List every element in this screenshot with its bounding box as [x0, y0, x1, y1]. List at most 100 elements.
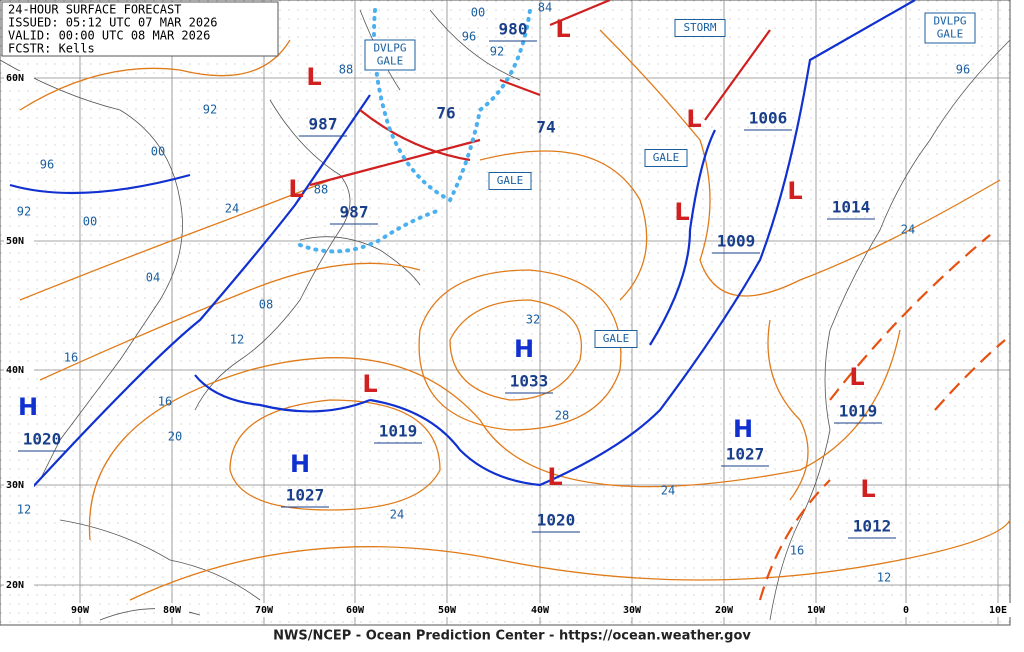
header-line: VALID: 00:00 UTC 08 MAR 2026	[8, 29, 210, 43]
isobar-label: 28	[555, 409, 569, 423]
isobar-label: 16	[64, 351, 78, 365]
high-symbol: H	[733, 415, 753, 443]
warning-box	[674, 19, 726, 37]
low-symbol: L	[849, 363, 864, 391]
labels: 60N 50N 40N 30N 20N 90W 80W 70W 60W 50W 40W 30W 20W 1…	[4, 1, 1015, 617]
isobar-label: 00	[151, 145, 165, 159]
center-pressure: 1033	[510, 372, 549, 391]
isobar-label: 24	[901, 223, 915, 237]
lon-label: 20W	[715, 605, 734, 616]
footer: NWS/NCEP - Ocean Prediction Center - htt…	[273, 629, 751, 644]
lat-label-bg	[4, 234, 34, 248]
isobar-label: 04	[146, 271, 160, 285]
isobar-label: 12	[877, 571, 891, 585]
lon-label: 50W	[438, 605, 457, 616]
center-pressure: 1006	[749, 109, 788, 128]
header-line: 24-HOUR SURFACE FORECAST	[8, 3, 181, 17]
lon-label-bg	[799, 603, 833, 617]
lon-label-bg	[615, 603, 649, 617]
isobar-label: 84	[538, 1, 552, 15]
lon-label: 30W	[623, 605, 642, 616]
high-symbol: H	[290, 450, 310, 478]
isobar-label: 00	[471, 6, 485, 20]
center-pressure: 980	[499, 20, 528, 39]
lat-label-bg	[4, 578, 34, 592]
lat-label: 50N	[6, 236, 24, 247]
lon-label: 60W	[346, 605, 365, 616]
isobar-label: 20	[168, 430, 182, 444]
isobar-label: 88	[314, 183, 328, 197]
isobar-label: 32	[526, 313, 540, 327]
center-pressure: 76	[436, 104, 455, 123]
warning-box	[924, 12, 976, 44]
low-symbol: L	[547, 463, 562, 491]
warning-text: STORM	[683, 21, 716, 34]
warning-box	[594, 330, 638, 348]
isobar-label: 24	[225, 202, 239, 216]
warning-box	[488, 172, 532, 190]
low-symbol: L	[686, 105, 701, 133]
lat-label-bg	[4, 478, 34, 492]
warning-box	[644, 149, 688, 167]
lon-label-bg	[247, 603, 281, 617]
high-symbol: H	[18, 393, 38, 421]
center-pressure: 987	[309, 115, 338, 134]
warning-text: GALE	[653, 151, 680, 164]
center-pressure: 987	[340, 203, 369, 222]
lon-label-bg	[430, 603, 464, 617]
graticule	[0, 0, 1010, 625]
isobar-label: 00	[83, 215, 97, 229]
center-pressure: 74	[536, 118, 555, 137]
low-symbol: L	[555, 15, 570, 43]
isobar-label: 96	[956, 63, 970, 77]
warning-text: DVLPG	[933, 15, 966, 28]
lon-label-bg	[707, 603, 741, 617]
warning-text: GALE	[603, 332, 630, 345]
lon-label-bg	[523, 603, 557, 617]
isobar-label: 24	[390, 508, 404, 522]
isobars	[19, 29, 1011, 601]
center-pressure: 1027	[726, 445, 765, 464]
isobar-label: 12	[17, 503, 31, 517]
isobar-label: 24	[661, 484, 675, 498]
warning-text: GALE	[937, 28, 964, 41]
map-area	[0, 0, 1011, 626]
center-pressure: 1019	[379, 422, 418, 441]
isobar-label: 16	[790, 544, 804, 558]
isobar-label: 12	[230, 333, 244, 347]
isobar-label: 08	[259, 298, 273, 312]
warning-text: GALE	[377, 55, 404, 68]
lat-label-bg	[4, 71, 34, 85]
low-symbol: L	[362, 370, 377, 398]
low-symbol: L	[674, 198, 689, 226]
isobar-label: 92	[203, 103, 217, 117]
troughs	[298, 8, 532, 254]
lon-label: 90W	[71, 605, 90, 616]
lon-label: 0	[903, 605, 909, 616]
header-line: ISSUED: 05:12 UTC 07 MAR 2026	[8, 16, 218, 30]
isobar-label: 16	[158, 395, 172, 409]
isobar-label: 92	[17, 205, 31, 219]
center-pressure: 1014	[832, 198, 871, 217]
lon-label-bg	[981, 603, 1015, 617]
center-pressure: 1020	[537, 511, 576, 530]
warning-text: DVLPG	[373, 42, 406, 55]
isobar-label: 96	[462, 30, 476, 44]
high-symbol: H	[514, 335, 534, 363]
low-symbol: L	[860, 475, 875, 503]
lat-label: 60N	[6, 73, 24, 84]
lon-label-bg	[338, 603, 372, 617]
center-pressure: 1019	[839, 402, 878, 421]
center-pressure: 1020	[23, 430, 62, 449]
isobar-label: 96	[40, 158, 54, 172]
header-line: FCSTR: Kells	[8, 42, 95, 56]
lat-label: 20N	[6, 580, 24, 591]
lon-label-bg	[63, 603, 97, 617]
warning-text: GALE	[497, 174, 524, 187]
lon-label: 10W	[807, 605, 826, 616]
lon-label: 40W	[531, 605, 550, 616]
lat-label: 40N	[6, 365, 24, 376]
lon-label: 70W	[255, 605, 274, 616]
header-box	[1, 1, 279, 57]
